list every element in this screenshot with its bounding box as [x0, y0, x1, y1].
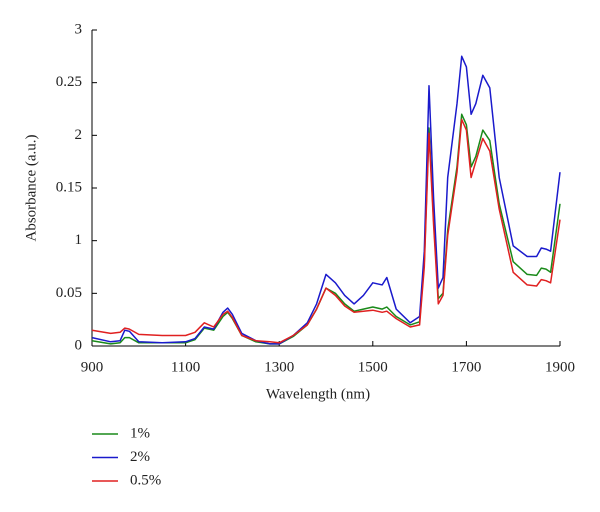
series-line — [91, 118, 561, 344]
series-line — [91, 55, 561, 345]
x-axis-label: Wavelength (nm) — [266, 386, 370, 402]
y-axis-label: Absorbance (a.u.) — [23, 134, 39, 241]
y-tick-label: 0.05 — [56, 285, 82, 301]
y-tick-label: 0 — [75, 337, 83, 353]
y-tick-label: 3 — [75, 21, 83, 37]
legend-label: 0.5% — [130, 472, 161, 488]
x-tick-label: 1700 — [451, 359, 481, 375]
legend-label: 1% — [130, 425, 150, 441]
series-line — [91, 113, 561, 345]
x-tick-label: 1900 — [545, 359, 575, 375]
y-tick-label: 0.15 — [56, 179, 82, 195]
x-tick-label: 1100 — [171, 359, 200, 375]
y-tick-label: 0.25 — [56, 74, 82, 90]
x-tick-label: 900 — [81, 359, 104, 375]
x-tick-label: 1300 — [264, 359, 294, 375]
y-tick-label: 1 — [75, 232, 83, 248]
y-tick-label: 2 — [75, 127, 83, 143]
legend-label: 2% — [130, 449, 150, 465]
x-tick-label: 1500 — [358, 359, 388, 375]
